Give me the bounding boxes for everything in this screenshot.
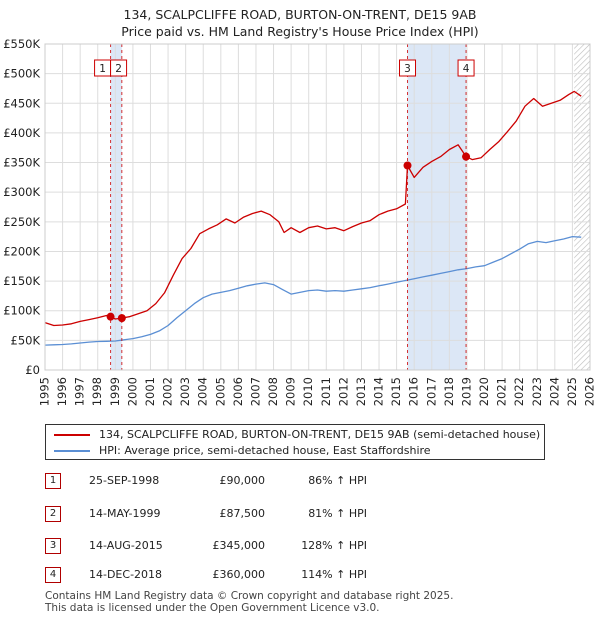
sale-price: £87,500 [219, 507, 266, 520]
legend-item-hpi: HPI: Average price, semi-detached house,… [54, 443, 431, 459]
y-tick-label: £550K [3, 37, 40, 51]
footer-line-1: Contains HM Land Registry data © Crown c… [45, 590, 454, 602]
x-tick-label: 2021 [495, 377, 509, 406]
x-tick-label: 2019 [459, 377, 473, 406]
sale-number-badge: 4 [45, 567, 61, 583]
x-tick-label: 2018 [442, 377, 456, 406]
forecast-hatch [574, 44, 590, 370]
y-tick-label: £50K [11, 333, 41, 347]
legend-swatch-hpi [54, 450, 90, 452]
x-tick-label: 2022 [512, 377, 526, 406]
sale-point [403, 161, 412, 170]
x-tick-label: 2012 [336, 377, 350, 406]
x-tick-label: 2017 [424, 377, 438, 406]
legend-label-property: 134, SCALPCLIFFE ROAD, BURTON-ON-TRENT, … [99, 428, 541, 441]
sale-row: 4 14-DEC-2018 £360,000 114% ↑ HPI [45, 567, 445, 583]
sale-number-box [457, 59, 475, 77]
y-tick-label: £0 [25, 363, 40, 377]
x-tick-label: 2023 [530, 377, 544, 406]
sale-period-shade [110, 44, 122, 370]
title-line-2: Price paid vs. HM Land Registry's House … [121, 24, 479, 39]
x-tick-label: 2010 [301, 377, 315, 406]
x-tick-label: 2005 [213, 377, 227, 406]
sale-date: 14-AUG-2015 [89, 539, 163, 552]
x-tick-label: 2008 [266, 377, 280, 406]
x-tick-label: 2013 [354, 377, 368, 406]
sale-price: £90,000 [219, 474, 266, 487]
legend-swatch-property [54, 434, 90, 436]
sale-number-box [399, 59, 417, 77]
sale-number-label: 2 [115, 63, 122, 75]
sale-price: £360,000 [212, 568, 266, 581]
sale-number-label: 4 [463, 63, 470, 75]
sale-hpi-change: 81% ↑ HPI [308, 507, 367, 520]
x-tick-label: 1995 [38, 377, 52, 406]
sale-point [106, 312, 115, 321]
x-tick-label: 2016 [407, 377, 421, 406]
sale-point [117, 314, 126, 323]
sale-number-badge: 2 [45, 506, 61, 522]
sale-hpi-change: 114% ↑ HPI [301, 568, 367, 581]
x-tick-label: 2009 [284, 377, 298, 406]
sale-date: 14-DEC-2018 [89, 568, 163, 581]
sale-hpi-change: 86% ↑ HPI [308, 474, 367, 487]
x-tick-label: 2006 [231, 377, 245, 406]
sale-number-badge: 3 [45, 538, 61, 554]
y-tick-label: £250K [3, 215, 40, 229]
legend-item-property: 134, SCALPCLIFFE ROAD, BURTON-ON-TRENT, … [54, 427, 540, 443]
sale-number-box [110, 59, 128, 77]
x-tick-label: 2014 [372, 377, 386, 406]
plot-border [44, 43, 591, 371]
x-tick-label: 2024 [547, 377, 561, 406]
x-tick-label: 1996 [55, 377, 69, 406]
y-tick-label: £450K [3, 96, 40, 110]
x-tick-label: 2015 [389, 377, 403, 406]
x-tick-label: 2001 [143, 377, 157, 406]
sale-row: 3 14-AUG-2015 £345,000 128% ↑ HPI [45, 538, 445, 554]
plot-area [45, 44, 590, 370]
sale-number-label: 1 [99, 63, 106, 75]
y-tick-label: £500K [3, 67, 40, 81]
x-tick-label: 2020 [477, 377, 491, 406]
x-tick-label: 2011 [319, 377, 333, 406]
hpi-line [44, 235, 582, 346]
sale-number-badge: 1 [45, 473, 61, 489]
y-tick-label: £150K [3, 274, 40, 288]
sale-date: 14-MAY-1999 [89, 507, 161, 520]
x-tick-label: 1999 [108, 377, 122, 406]
x-tick-label: 2002 [161, 377, 175, 406]
y-tick-label: £300K [3, 185, 40, 199]
sale-point [462, 152, 471, 161]
title-line-1: 134, SCALPCLIFFE ROAD, BURTON-ON-TRENT, … [123, 7, 477, 22]
y-tick-label: £350K [3, 156, 40, 170]
x-tick-label: 2004 [196, 377, 210, 406]
sale-row: 2 14-MAY-1999 £87,500 81% ↑ HPI [45, 506, 445, 522]
legend-label-hpi: HPI: Average price, semi-detached house,… [99, 444, 431, 457]
legend: 134, SCALPCLIFFE ROAD, BURTON-ON-TRENT, … [45, 424, 545, 460]
x-tick-label: 2000 [125, 377, 139, 406]
property-price-line [44, 90, 582, 327]
y-tick-label: £100K [3, 304, 40, 318]
footer-attribution: Contains HM Land Registry data © Crown c… [45, 590, 453, 614]
x-tick-label: 2007 [248, 377, 262, 406]
y-tick-label: £400K [3, 126, 40, 140]
x-tick-label: 1998 [90, 377, 104, 406]
sale-number-label: 3 [404, 63, 411, 75]
sale-price: £345,000 [212, 539, 266, 552]
y-tick-label: £200K [3, 244, 40, 258]
footer-line-2: This data is licensed under the Open Gov… [45, 602, 380, 614]
sale-row: 1 25-SEP-1998 £90,000 86% ↑ HPI [45, 473, 445, 489]
chart-title: 134, SCALPCLIFFE ROAD, BURTON-ON-TRENT, … [0, 6, 600, 40]
sale-period-shade [407, 44, 467, 370]
x-tick-label: 2026 [583, 377, 597, 406]
sale-date: 25-SEP-1998 [89, 474, 160, 487]
sale-hpi-change: 128% ↑ HPI [301, 539, 367, 552]
x-tick-label: 2025 [565, 377, 579, 406]
x-tick-label: 1997 [73, 377, 87, 406]
x-tick-label: 2003 [178, 377, 192, 406]
